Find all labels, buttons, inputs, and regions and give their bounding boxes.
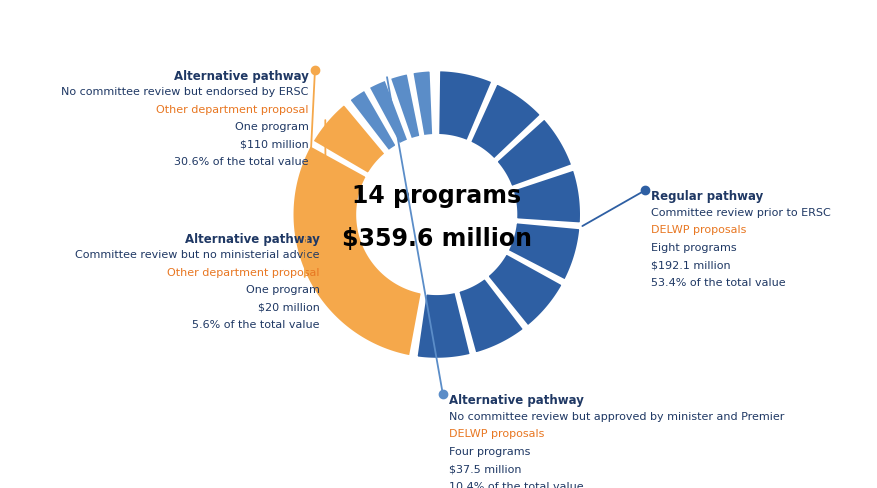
- Text: DELWP proposals: DELWP proposals: [652, 225, 747, 235]
- Text: Eight programs: Eight programs: [652, 243, 737, 253]
- Polygon shape: [349, 89, 397, 152]
- Polygon shape: [368, 79, 409, 145]
- Text: No committee review but endorsed by ERSC: No committee review but endorsed by ERSC: [61, 87, 309, 98]
- Text: 53.4% of the total value: 53.4% of the total value: [652, 278, 786, 288]
- Polygon shape: [487, 253, 563, 327]
- Text: Alternative pathway: Alternative pathway: [185, 233, 319, 246]
- Text: Alternative pathway: Alternative pathway: [174, 70, 309, 83]
- Polygon shape: [507, 222, 581, 281]
- Polygon shape: [512, 169, 581, 224]
- Polygon shape: [458, 277, 524, 354]
- Text: Alternative pathway: Alternative pathway: [449, 394, 584, 407]
- Text: $110 million: $110 million: [240, 140, 309, 150]
- Text: DELWP proposals: DELWP proposals: [449, 429, 545, 439]
- Polygon shape: [469, 83, 542, 160]
- Text: 14 programs: 14 programs: [353, 184, 521, 208]
- Polygon shape: [416, 291, 471, 359]
- Text: $37.5 million: $37.5 million: [449, 464, 522, 474]
- Text: Regular pathway: Regular pathway: [652, 190, 764, 203]
- Polygon shape: [389, 73, 421, 140]
- Text: One program: One program: [246, 285, 319, 295]
- Text: Other department proposal: Other department proposal: [167, 268, 319, 278]
- Polygon shape: [312, 103, 386, 175]
- Text: 10.4% of the total value: 10.4% of the total value: [449, 482, 583, 488]
- Text: Committee review but no ministerial advice: Committee review but no ministerial advi…: [75, 250, 319, 260]
- Polygon shape: [292, 145, 423, 357]
- Polygon shape: [438, 70, 493, 142]
- Text: One program: One program: [235, 122, 309, 132]
- Text: 30.6% of the total value: 30.6% of the total value: [175, 158, 309, 167]
- Text: $20 million: $20 million: [258, 303, 319, 313]
- Text: $192.1 million: $192.1 million: [652, 260, 731, 270]
- Polygon shape: [496, 118, 573, 187]
- Text: 5.6% of the total value: 5.6% of the total value: [192, 320, 319, 330]
- Text: Other department proposal: Other department proposal: [156, 105, 309, 115]
- Polygon shape: [412, 70, 433, 137]
- Text: No committee review but approved by minister and Premier: No committee review but approved by mini…: [449, 412, 784, 422]
- Text: Four programs: Four programs: [449, 447, 531, 457]
- Text: Committee review prior to ERSC: Committee review prior to ERSC: [652, 208, 831, 218]
- Text: $359.6 million: $359.6 million: [342, 227, 531, 251]
